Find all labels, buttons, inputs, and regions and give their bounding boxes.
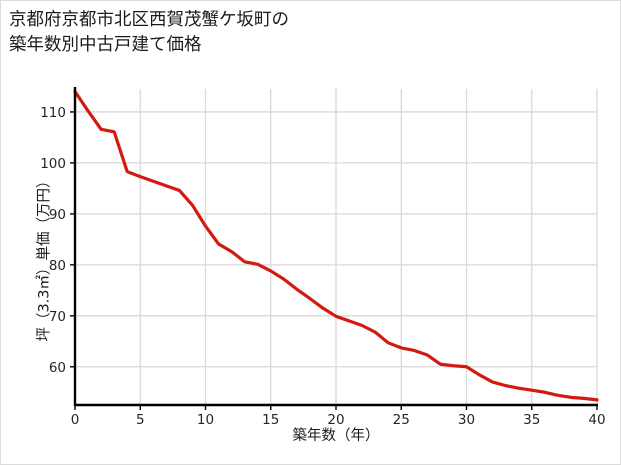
svg-text:40: 40	[588, 412, 605, 428]
svg-text:60: 60	[49, 360, 66, 376]
y-axis-label: 坪（3.3㎡）単価（万円）	[36, 173, 53, 342]
svg-text:10: 10	[197, 412, 214, 428]
svg-text:0: 0	[71, 412, 80, 428]
svg-text:30: 30	[458, 412, 475, 428]
svg-text:70: 70	[49, 309, 66, 325]
price-line	[73, 89, 599, 402]
x-axis-label: 築年数（年）	[292, 428, 380, 444]
page-title: 京都府京都市北区西賀茂蟹ケ坂町の 築年数別中古戸建て価格	[9, 10, 289, 55]
svg-text:90: 90	[49, 207, 66, 223]
svg-text:100: 100	[40, 156, 66, 172]
svg-text:80: 80	[49, 258, 66, 274]
y-tick-labels: 60 70 80 90 100 110	[40, 105, 75, 376]
svg-text:35: 35	[523, 412, 540, 428]
svg-text:5: 5	[136, 412, 145, 428]
svg-text:15: 15	[262, 412, 279, 428]
x-gridlines	[139, 89, 598, 405]
svg-text:110: 110	[40, 105, 66, 121]
x-tick-labels: 0 5 10 15 20 25 30 35 40	[71, 405, 606, 428]
svg-text:20: 20	[327, 412, 344, 428]
svg-text:25: 25	[393, 412, 410, 428]
